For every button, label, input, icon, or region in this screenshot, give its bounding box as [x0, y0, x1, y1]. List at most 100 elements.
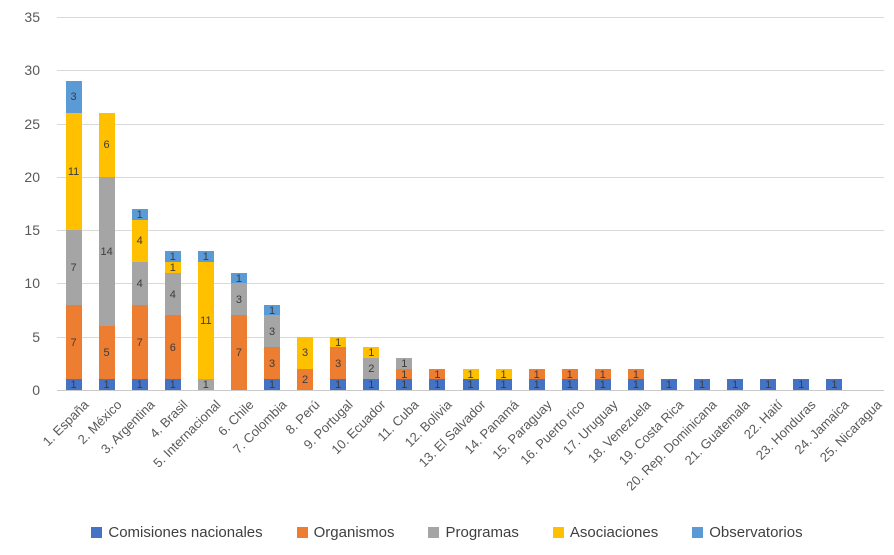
bar-segment — [561, 379, 578, 390]
data-label: 3 — [302, 347, 309, 360]
bar-segment — [98, 112, 115, 177]
bar-segment — [495, 368, 512, 380]
data-label: 1 — [401, 379, 408, 392]
bar-honduras: 1 — [793, 17, 810, 391]
legend-label: Observatorios — [709, 524, 803, 541]
data-label: 1 — [732, 379, 739, 392]
bar-segment — [230, 283, 247, 316]
bar-segment — [98, 326, 115, 380]
y-axis-tick-label: 35 — [24, 9, 40, 25]
bar-segment — [660, 379, 677, 390]
legend-swatch-icon — [428, 527, 440, 538]
bar-argentina: 1 7 4 4 1 — [131, 17, 148, 391]
data-label: 1 — [533, 379, 540, 392]
data-label: 11 — [67, 166, 80, 179]
data-label: 1 — [103, 379, 110, 392]
data-label: 1 — [533, 368, 540, 381]
data-label: 2 — [368, 363, 375, 376]
legend-item-programas: Programas — [428, 524, 519, 541]
y-axis-tick-label: 20 — [24, 168, 40, 185]
bar-segment — [330, 379, 347, 390]
data-label: 3 — [70, 91, 77, 104]
data-label: 1 — [368, 347, 375, 360]
data-label: 7 — [70, 261, 77, 274]
data-label: 1 — [632, 379, 639, 392]
legend-swatch-icon — [552, 527, 564, 538]
bar-segment — [363, 358, 380, 380]
data-label: 1 — [467, 379, 474, 392]
data-label: 1 — [632, 368, 639, 381]
data-label: 3 — [268, 325, 276, 338]
bar-segment — [528, 379, 545, 390]
bar-costa-rica: 1 — [660, 17, 677, 391]
bar-segment — [131, 262, 148, 305]
data-label: 1 — [268, 304, 276, 317]
bar-segment — [264, 315, 281, 348]
data-label: 1 — [434, 379, 441, 392]
bar-segment — [98, 379, 115, 390]
y-axis-tick-label: 30 — [24, 62, 40, 79]
gridline-y-15 — [57, 230, 884, 232]
data-label: 1 — [566, 379, 573, 392]
bar-chile: 7 3 1 — [230, 17, 247, 390]
gridline-y-20 — [57, 176, 884, 178]
bar-segment — [264, 347, 281, 380]
bar-segment — [429, 379, 446, 390]
bar-segment — [793, 379, 810, 390]
bar-segment — [396, 379, 413, 390]
bar-segment — [65, 304, 82, 380]
bar-portugal: 1 3 1 — [330, 17, 347, 391]
bar-segment — [65, 230, 82, 305]
bar-españa: 1 7 7 11 3 — [65, 17, 82, 391]
bar-jamaica: 1 — [826, 17, 843, 391]
bar-méxico: 1 5 14 6 — [98, 17, 115, 392]
bar-segment — [330, 336, 347, 348]
bar-nicaragua — [859, 17, 875, 390]
data-label: 1 — [566, 368, 573, 381]
data-label: 11 — [200, 315, 212, 328]
bar-segment — [264, 379, 281, 390]
bar-segment — [330, 347, 347, 380]
bar-segment — [230, 315, 247, 390]
bar-segment — [528, 368, 545, 380]
bar-segment — [694, 379, 711, 390]
bar-internacional: 1 11 1 — [197, 17, 214, 392]
data-label: 1 — [698, 379, 706, 392]
bar-segment — [65, 379, 82, 390]
legend-label: Organismos — [313, 524, 395, 541]
bar-segment — [363, 379, 380, 390]
bar-segment — [297, 368, 314, 390]
bar-segment — [264, 304, 281, 316]
bar-segment — [131, 379, 148, 390]
bar-segment — [197, 251, 214, 263]
legend-item-organismos: Organismos — [296, 524, 395, 541]
data-label: 1 — [202, 379, 209, 392]
bar-segment — [164, 379, 181, 390]
data-label: 6 — [169, 341, 176, 354]
data-label: 1 — [401, 357, 408, 370]
gridline-y-5 — [57, 336, 884, 338]
bar-segment — [727, 379, 744, 390]
gridline-y-30 — [57, 70, 884, 72]
y-axis-tick-label: 25 — [24, 115, 40, 132]
data-label: 1 — [169, 379, 176, 392]
legend-swatch-icon — [91, 527, 103, 538]
data-label: 1 — [268, 379, 276, 392]
x-axis-line — [57, 390, 884, 391]
data-label: 1 — [169, 251, 176, 264]
data-label: 1 — [401, 368, 408, 381]
bar-haití: 1 — [760, 17, 777, 391]
gridline-y-10 — [57, 283, 884, 285]
gridline-y-35 — [57, 17, 884, 18]
bar-segment — [594, 368, 611, 380]
bar-segment — [495, 379, 512, 390]
bar-segment — [164, 262, 181, 273]
